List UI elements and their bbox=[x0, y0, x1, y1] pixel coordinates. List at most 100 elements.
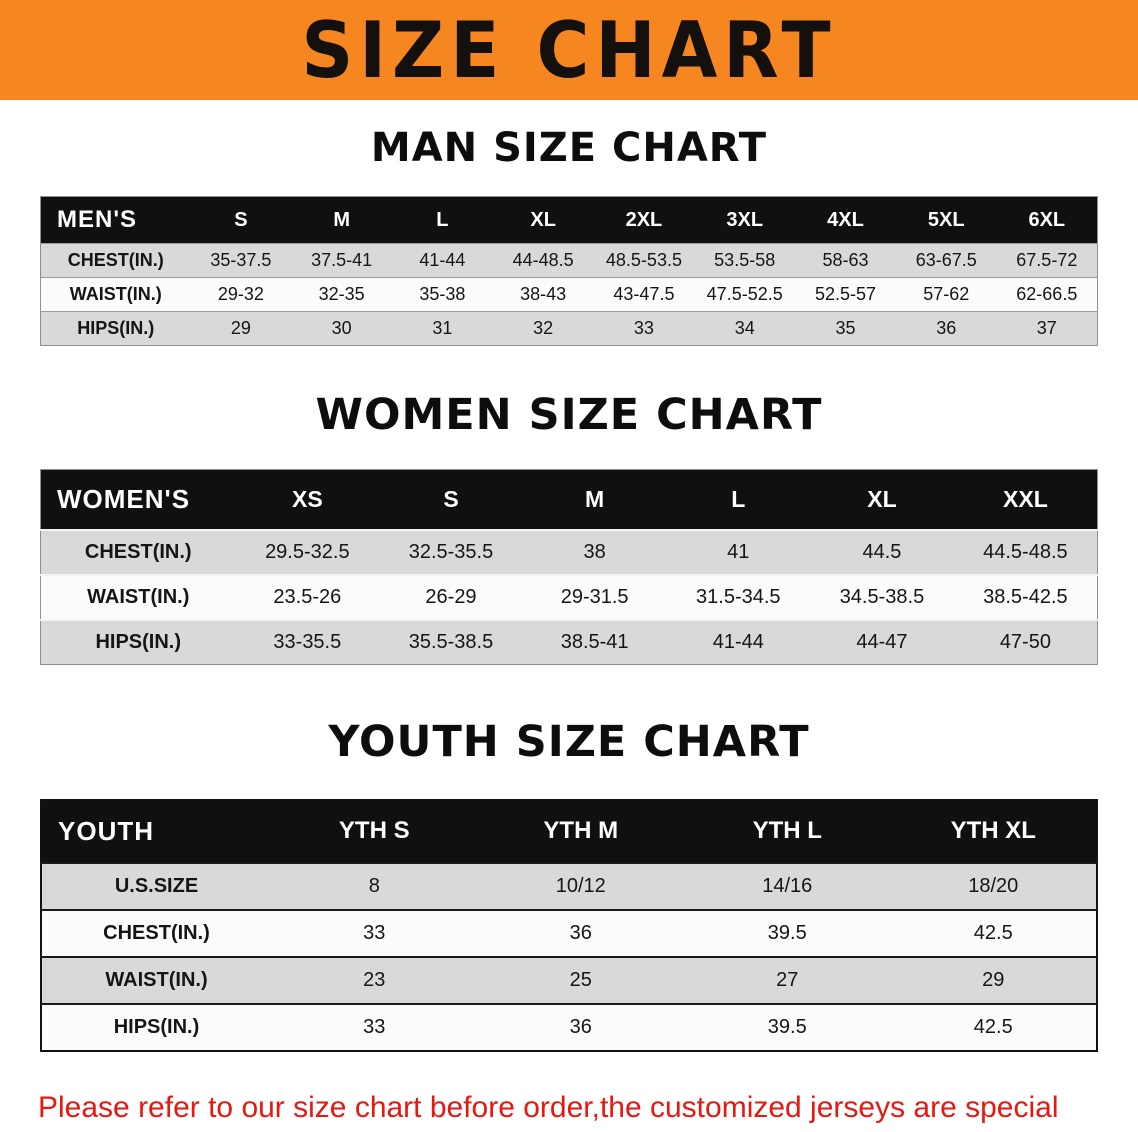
size-table-row: HIPS(IN.) 29 30 31 32 33 34 35 36 37 bbox=[40, 311, 1098, 346]
measurement-row-label: WAIST(IN.) bbox=[105, 968, 208, 991]
size-table-row: WAIST(IN.) 23 25 27 29 bbox=[41, 956, 1097, 1004]
size-value-cell: 33-35.5 bbox=[273, 631, 342, 654]
measurement-row-label: HIPS(IN.) bbox=[77, 318, 155, 338]
size-chart-banner: SIZE CHART bbox=[0, 0, 1138, 100]
size-column-header: YTH M bbox=[543, 817, 619, 845]
size-column-header: L bbox=[731, 486, 746, 513]
size-value-cell: 35-37.5 bbox=[210, 250, 272, 270]
size-value-cell: 36 bbox=[936, 318, 957, 338]
size-table-row: U.S.SIZE 8 10/12 14/16 18/20 bbox=[41, 862, 1097, 910]
size-value-cell: 23 bbox=[363, 968, 386, 991]
size-value-cell: 36 bbox=[569, 921, 592, 944]
size-table-row: CHEST(IN.) 35-37.5 37.5-41 41-44 44-48.5 48.5… bbox=[40, 243, 1098, 278]
size-value-cell: 35.5-38.5 bbox=[408, 631, 494, 654]
size-column-header: XS bbox=[291, 486, 323, 513]
size-value-cell: 44.5-48.5 bbox=[983, 541, 1068, 564]
size-value-cell: 39.5 bbox=[767, 921, 807, 944]
size-value-cell: 38.5-42.5 bbox=[983, 586, 1068, 609]
size-value-cell: 63-67.5 bbox=[915, 250, 977, 270]
youth-section-heading: YOUTH SIZE CHART bbox=[328, 717, 810, 768]
size-value-cell: 29 bbox=[982, 968, 1005, 991]
size-value-cell: 37.5-41 bbox=[311, 250, 373, 270]
measurement-row-label: U.S.SIZE bbox=[114, 874, 199, 897]
size-column-header: YTH XL bbox=[950, 817, 1036, 845]
size-value-cell: 29 bbox=[230, 318, 251, 338]
size-value-cell: 44.5 bbox=[862, 541, 902, 564]
size-column-header: XL bbox=[867, 486, 897, 513]
size-value-cell: 38 bbox=[583, 541, 606, 564]
measurement-row-label: CHEST(IN.) bbox=[67, 250, 164, 270]
size-value-cell: 53.5-58 bbox=[714, 250, 776, 270]
measurement-row-label: CHEST(IN.) bbox=[103, 921, 210, 944]
size-value-cell: 38-43 bbox=[520, 284, 567, 304]
women-size-table: WOMEN'S XS S M L XL XXL CHEST(IN.) 29.5-32.5 32.5… bbox=[40, 469, 1098, 666]
size-value-cell: 18/20 bbox=[968, 874, 1019, 897]
size-value-cell: 67.5-72 bbox=[1016, 250, 1078, 270]
youth-size-table: YOUTH YTH S YTH M YTH L YTH XL U.S.SIZE 8 10/12… bbox=[40, 798, 1098, 1052]
size-value-cell: 37 bbox=[1036, 318, 1057, 338]
men-size-table: MEN'S S M L XL 2XL 3XL 4XL 5XL 6XL CHEST(IN.) 35-37… bbox=[40, 196, 1098, 346]
size-value-cell: 8 bbox=[368, 874, 380, 897]
size-value-cell: 35 bbox=[835, 318, 856, 338]
size-value-cell: 25 bbox=[569, 968, 592, 991]
size-value-cell: 57-62 bbox=[923, 284, 970, 304]
size-value-cell: 35-38 bbox=[419, 284, 466, 304]
size-column-header: 4XL bbox=[827, 208, 864, 231]
measurement-row-label: CHEST(IN.) bbox=[84, 541, 192, 564]
size-column-header: L bbox=[436, 208, 449, 231]
order-policy-note: Please refer to our size chart before or… bbox=[38, 1084, 1100, 1132]
table-title-cell: YOUTH bbox=[58, 815, 154, 846]
order-policy-line-1: Please refer to our size chart before or… bbox=[38, 1090, 1059, 1124]
size-value-cell: 33 bbox=[363, 1015, 386, 1038]
size-column-header: S bbox=[443, 486, 459, 513]
women-section-heading: WOMEN SIZE CHART bbox=[315, 390, 823, 440]
size-value-cell: 47-50 bbox=[999, 631, 1051, 654]
size-value-cell: 44-48.5 bbox=[512, 250, 574, 270]
size-value-cell: 32 bbox=[533, 318, 554, 338]
size-table-header-row: MEN'S S M L XL 2XL 3XL 4XL 5XL 6XL bbox=[40, 196, 1098, 244]
size-value-cell: 41 bbox=[727, 541, 750, 564]
measurement-row-label: WAIST(IN.) bbox=[69, 284, 162, 304]
size-value-cell: 29.5-32.5 bbox=[265, 541, 350, 564]
size-value-cell: 29-31.5 bbox=[560, 586, 629, 609]
size-value-cell: 32-35 bbox=[318, 284, 365, 304]
size-value-cell: 34 bbox=[734, 318, 755, 338]
size-value-cell: 38.5-41 bbox=[560, 631, 629, 654]
size-value-cell: 44-47 bbox=[856, 631, 908, 654]
size-value-cell: 34.5-38.5 bbox=[839, 586, 925, 609]
measurement-row-label: HIPS(IN.) bbox=[113, 1015, 200, 1038]
size-column-header: XXL bbox=[1003, 486, 1048, 513]
men-section-heading: MAN SIZE CHART bbox=[370, 125, 768, 171]
size-column-header: 6XL bbox=[1028, 208, 1066, 231]
size-value-cell: 26-29 bbox=[425, 586, 477, 609]
size-value-cell: 41-44 bbox=[712, 631, 764, 654]
size-column-header: M bbox=[333, 208, 350, 231]
size-table-row: WAIST(IN.) 23.5-26 26-29 29-31.5 31.5-34.5 34… bbox=[40, 575, 1098, 621]
size-column-header: YTH S bbox=[338, 817, 410, 845]
size-value-cell: 23.5-26 bbox=[273, 586, 342, 609]
banner-title: SIZE CHART bbox=[301, 4, 837, 96]
size-table-header-row: YOUTH YTH S YTH M YTH L YTH XL bbox=[41, 799, 1097, 863]
size-table-row: HIPS(IN.) 33-35.5 35.5-38.5 38.5-41 41-44 44-… bbox=[40, 620, 1098, 665]
size-value-cell: 62-66.5 bbox=[1016, 284, 1078, 304]
size-value-cell: 52.5-57 bbox=[814, 284, 876, 304]
size-column-header: M bbox=[585, 486, 605, 513]
size-column-header: YTH L bbox=[752, 817, 822, 845]
size-value-cell: 32.5-35.5 bbox=[408, 541, 494, 564]
size-table-row: HIPS(IN.) 33 36 39.5 42.5 bbox=[41, 1003, 1097, 1051]
size-column-header: 3XL bbox=[726, 208, 764, 231]
size-value-cell: 27 bbox=[776, 968, 799, 991]
size-value-cell: 30 bbox=[331, 318, 352, 338]
size-table-header-row: WOMEN'S XS S M L XL XXL bbox=[40, 469, 1098, 531]
size-value-cell: 47.5-52.5 bbox=[706, 284, 783, 304]
size-column-header: S bbox=[234, 208, 248, 231]
size-value-cell: 14/16 bbox=[762, 874, 813, 897]
size-value-cell: 31 bbox=[432, 318, 453, 338]
size-column-header: 2XL bbox=[625, 208, 663, 231]
size-value-cell: 31.5-34.5 bbox=[696, 586, 781, 609]
size-table-row: CHEST(IN.) 29.5-32.5 32.5-35.5 38 41 44.5 44.5… bbox=[40, 530, 1098, 576]
size-table-row: WAIST(IN.) 29-32 32-35 35-38 38-43 43-47.5 47.… bbox=[40, 277, 1098, 312]
size-value-cell: 41-44 bbox=[419, 250, 466, 270]
size-value-cell: 39.5 bbox=[767, 1015, 807, 1038]
table-title-cell: MEN'S bbox=[57, 206, 138, 233]
